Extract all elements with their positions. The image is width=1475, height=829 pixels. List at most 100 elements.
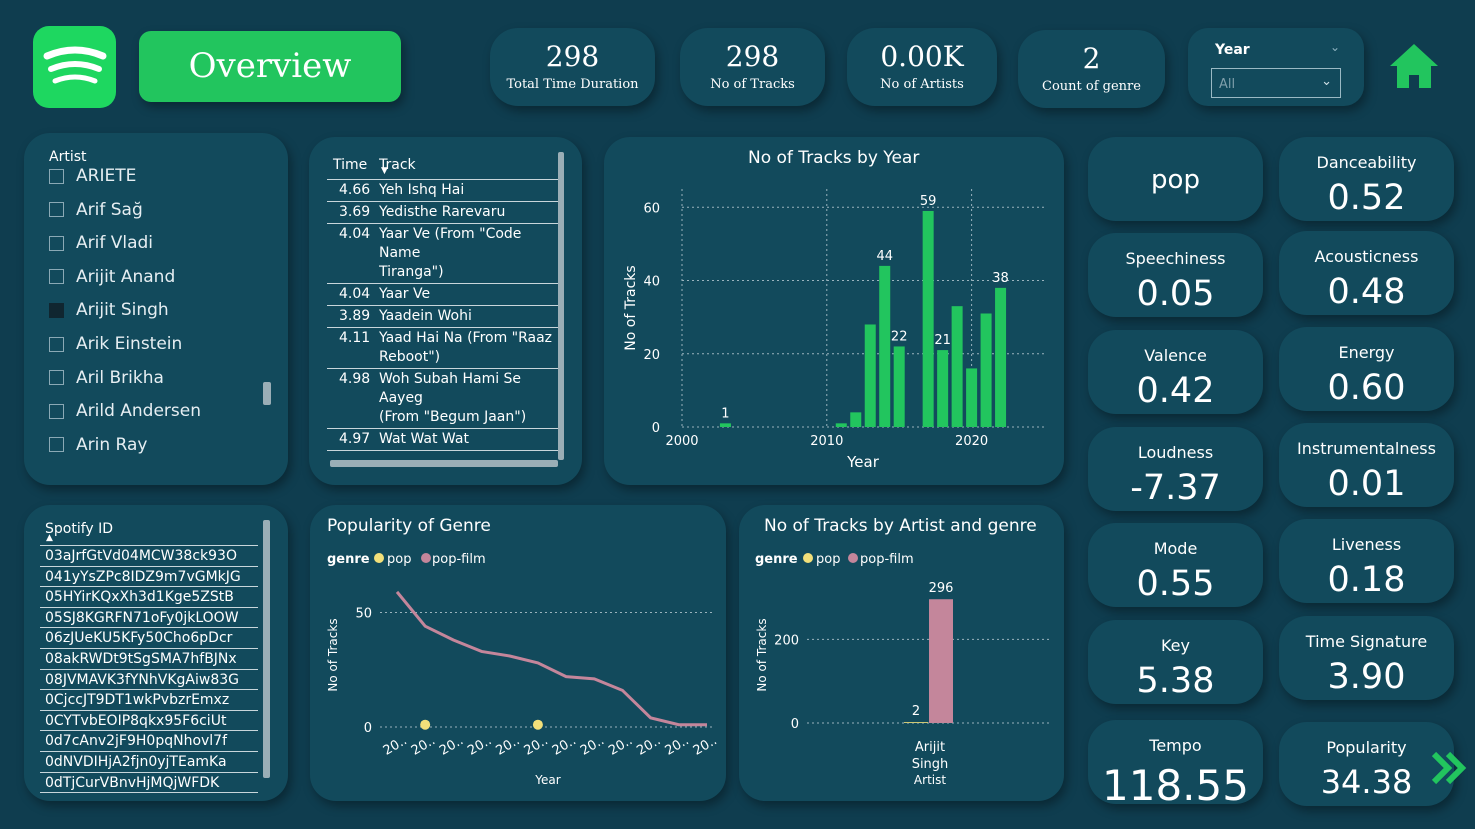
artist-option[interactable]: ARIETE bbox=[49, 166, 136, 186]
checkbox[interactable] bbox=[49, 269, 64, 285]
point-pop bbox=[420, 719, 431, 730]
table-row[interactable]: 4.11 Yaad Hai Na (From "Raaz Reboot") bbox=[327, 328, 559, 369]
track-scrollbar-vertical[interactable] bbox=[558, 152, 564, 460]
table-row[interactable]: 4.66 Yeh Ishq Hai bbox=[327, 180, 559, 202]
metric-card: Speechiness 0.05 bbox=[1088, 233, 1263, 317]
table-row[interactable]: 3.69 Yedisthe Rarevaru bbox=[327, 202, 559, 224]
column-header-track[interactable]: Track bbox=[379, 156, 416, 173]
kpi-value: 298 bbox=[725, 40, 780, 73]
metric-label: Energy bbox=[1338, 343, 1395, 362]
bar bbox=[850, 412, 862, 427]
table-row[interactable]: 4.98 Woh Subah Hami Se Aayeg (From "Begum… bbox=[327, 369, 559, 429]
x-tick-label: 20.. bbox=[550, 733, 579, 758]
checkbox[interactable] bbox=[49, 202, 64, 218]
bar bbox=[966, 368, 978, 427]
next-page-icon[interactable] bbox=[1430, 748, 1470, 788]
x-axis-title: Year bbox=[534, 773, 560, 787]
legend-marker-pop-film bbox=[848, 553, 858, 563]
x-tick-label: 20.. bbox=[663, 733, 692, 758]
track-rows: 4.66 Yeh Ishq Hai 3.69 Yedisthe Rarevaru 4.0… bbox=[327, 180, 559, 454]
table-row[interactable]: 06zJUeKU5KFy50Cho6pDcr bbox=[40, 628, 258, 649]
x-tick-label: 20.. bbox=[578, 733, 607, 758]
artist-option[interactable]: Arik Einstein bbox=[49, 334, 182, 354]
table-row[interactable]: 03aJrfGtVd04MCW38ck93O bbox=[40, 546, 258, 567]
table-row[interactable]: 0CjccJT9DT1wkPvbzrEmxz bbox=[40, 690, 258, 711]
table-row[interactable]: 3.89 Yaadein Wohi bbox=[327, 306, 559, 328]
track-name: Yeh Ishq Hai bbox=[379, 182, 465, 198]
chevron-down-icon[interactable]: ⌄ bbox=[1329, 40, 1340, 54]
track-name: Yaadein Wohi bbox=[379, 308, 472, 324]
bar bbox=[879, 265, 891, 427]
artist-option-label: Aril Brikha bbox=[76, 367, 164, 388]
tracks-by-year-title: No of Tracks by Year bbox=[748, 148, 920, 168]
table-row[interactable]: 4.04 Yaar Ve bbox=[327, 284, 559, 306]
artist-option[interactable]: Aril Brikha bbox=[49, 368, 164, 388]
checkbox[interactable] bbox=[49, 370, 64, 386]
track-table-card bbox=[309, 137, 582, 485]
table-row[interactable]: 05SJ8KGRFN71oFy0jkLOOW bbox=[40, 608, 258, 629]
checkbox[interactable] bbox=[49, 437, 64, 453]
column-header-time[interactable]: Time bbox=[333, 156, 368, 173]
tracks-by-artist-genre-title: No of Tracks by Artist and genre bbox=[764, 516, 1037, 536]
metric-card: Time Signature 3.90 bbox=[1279, 616, 1454, 700]
year-dropdown[interactable]: All ⌄ bbox=[1211, 68, 1341, 98]
point-pop bbox=[532, 719, 543, 730]
metric-label: Key bbox=[1160, 636, 1190, 655]
genre-value: pop bbox=[1151, 165, 1200, 195]
kpi-value: 298 bbox=[545, 40, 600, 73]
track-time: 3.89 bbox=[339, 308, 371, 324]
column-header-spotify-id[interactable]: Spotify ID ▲ bbox=[40, 518, 258, 546]
metric-value: 0.01 bbox=[1327, 464, 1406, 504]
track-time: 4.11 bbox=[339, 330, 371, 346]
table-row[interactable]: 08JVMAVK3fYNhVKgAiw83G bbox=[40, 670, 258, 691]
checkbox[interactable] bbox=[49, 336, 64, 352]
id-scrollbar[interactable] bbox=[263, 520, 270, 778]
table-row[interactable]: 5.33Wafa Ne Bewafai (From "Te Surroor") bbox=[327, 451, 559, 454]
checkbox[interactable] bbox=[49, 235, 64, 251]
checkbox[interactable] bbox=[49, 168, 64, 184]
metric-label: Liveness bbox=[1331, 535, 1402, 554]
table-row[interactable]: 041yYsZPc8IDZ9m7vGMkJG bbox=[40, 567, 258, 588]
x-tick-label: 20.. bbox=[606, 733, 635, 758]
artist-option[interactable]: Arif Vladi bbox=[49, 233, 153, 253]
artist-option[interactable]: Arild Andersen bbox=[49, 401, 201, 421]
artist-scrollbar[interactable] bbox=[263, 382, 271, 405]
year-slicer[interactable]: Year ⌄ All ⌄ bbox=[1188, 28, 1364, 106]
data-label: 1 bbox=[721, 406, 729, 421]
track-name: Wafa Ne Bewafai (From "Te Surroor") bbox=[379, 452, 559, 454]
home-icon[interactable] bbox=[1388, 40, 1440, 92]
table-row[interactable]: 08akRWDt9tSgSMA7hfBJNx bbox=[40, 649, 258, 670]
track-name: Yedisthe Rarevaru bbox=[379, 204, 506, 220]
artist-option[interactable]: Arif Sağ bbox=[49, 200, 143, 220]
table-row[interactable]: 05HYirKQxXh3d1Kge5ZStB bbox=[40, 587, 258, 608]
checkbox[interactable] bbox=[49, 302, 64, 318]
legend-label: pop-film bbox=[860, 552, 914, 567]
tracks-by-artist-genre-card bbox=[739, 505, 1064, 801]
artist-option[interactable]: Arijit Singh bbox=[49, 300, 169, 320]
artist-option[interactable]: Arin Ray bbox=[49, 435, 147, 455]
artist-option-label: Arik Einstein bbox=[76, 334, 183, 354]
artist-option-label: Arijit Anand bbox=[76, 266, 176, 287]
legend-title: genre bbox=[327, 552, 370, 567]
y-tick-label: 40 bbox=[643, 275, 660, 290]
overview-button[interactable]: Overview bbox=[139, 31, 401, 102]
table-row[interactable]: 4.97 Wat Wat Wat bbox=[327, 429, 559, 451]
track-table-header: Time Track ▼ bbox=[327, 150, 559, 180]
artist-option[interactable]: Arijit Anand bbox=[49, 267, 175, 287]
checkbox[interactable] bbox=[49, 403, 64, 419]
bar bbox=[995, 287, 1007, 427]
x-tick-label: Arijit bbox=[915, 740, 945, 755]
metric-card: Acousticness 0.48 bbox=[1279, 231, 1454, 315]
data-label: 44 bbox=[876, 249, 893, 264]
line-series-pop-film bbox=[395, 590, 707, 727]
table-row[interactable]: 0CYTvbEOIP8qkx95F6ciUt bbox=[40, 711, 258, 732]
track-scrollbar-horizontal[interactable] bbox=[330, 460, 558, 467]
table-row[interactable]: 4.04 Yaar Ve (From "Code Name Tiranga") bbox=[327, 224, 559, 284]
x-tick-label: 20.. bbox=[437, 733, 466, 758]
table-row[interactable]: 0dTjCurVBnvHjMQjWFDK bbox=[40, 773, 258, 794]
table-row[interactable]: 0dNVDIHjA2fjn0yjTEamKa bbox=[40, 752, 258, 773]
x-tick-label: Singh bbox=[912, 757, 949, 772]
tracks-by-year-chart: 0 20 40 60 2000 2010 2020 1 44 22 59 21 38 Year No of … bbox=[623, 189, 1044, 471]
table-row[interactable]: 0d7cAnv2jF9H0pqNhovl7f bbox=[40, 731, 258, 752]
track-time: 4.66 bbox=[339, 182, 371, 198]
